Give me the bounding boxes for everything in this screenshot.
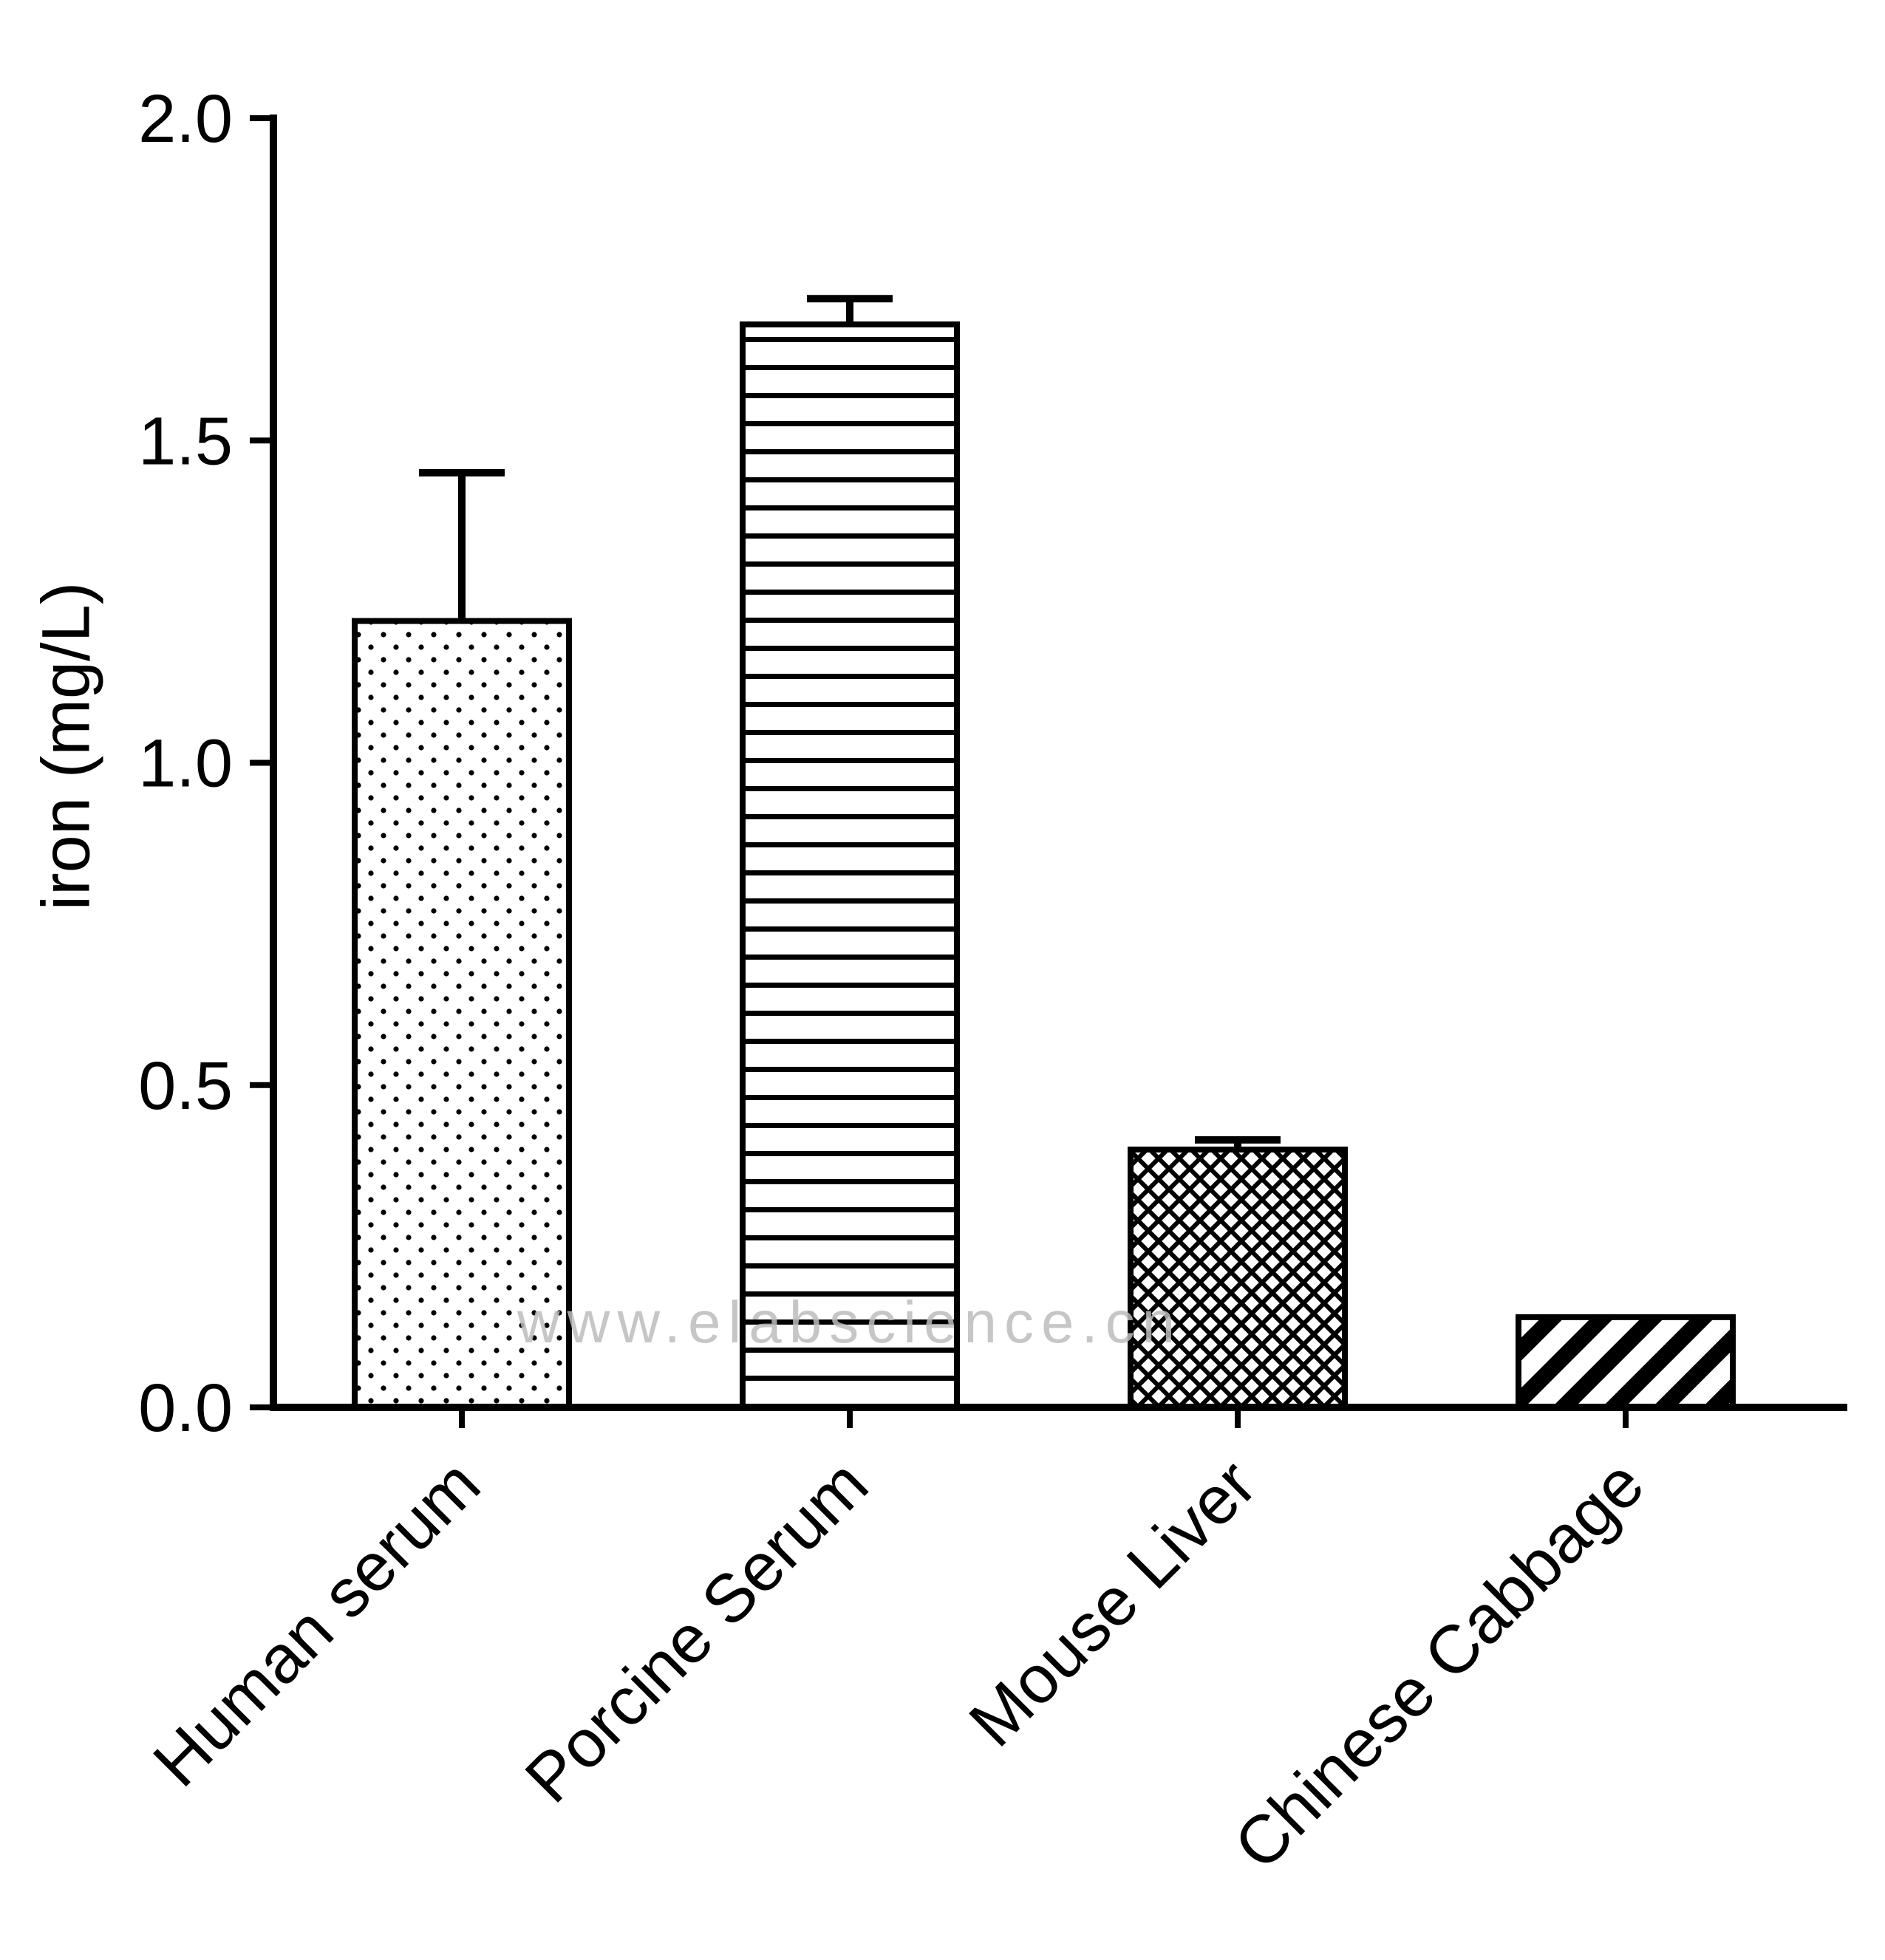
y-tick-label: 0.0: [138, 1370, 233, 1446]
x-category-label: Porcine Serum: [511, 1446, 882, 1817]
y-tick-label: 2.0: [138, 81, 233, 157]
x-category-label: Human serum: [139, 1446, 494, 1801]
bar-2: [740, 321, 960, 1411]
y-tick-label: 0.5: [138, 1048, 233, 1124]
x-category-label: Mouse Liver: [955, 1446, 1270, 1761]
x-category-label: Chinese Cabbage: [1220, 1446, 1658, 1884]
y-tick-label: 1.5: [138, 403, 233, 479]
bar-3: [1128, 1147, 1348, 1410]
bar-4: [1516, 1314, 1736, 1410]
bar-1: [352, 618, 572, 1410]
y-tick-label: 1.0: [138, 726, 233, 802]
